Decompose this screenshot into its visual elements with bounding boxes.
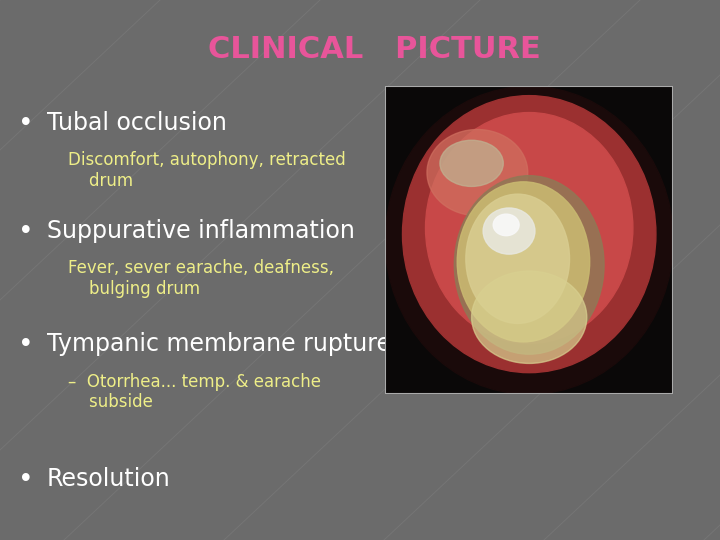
Ellipse shape <box>385 86 673 394</box>
Ellipse shape <box>440 140 503 186</box>
Text: •: • <box>18 332 34 358</box>
Text: •: • <box>18 219 34 245</box>
Ellipse shape <box>457 182 590 342</box>
Text: Suppurative inflammation: Suppurative inflammation <box>47 219 355 242</box>
Ellipse shape <box>493 214 519 235</box>
Ellipse shape <box>427 130 528 215</box>
Text: –  Otorrhea... temp. & earache
    subside: – Otorrhea... temp. & earache subside <box>68 373 321 411</box>
Text: Resolution: Resolution <box>47 467 171 491</box>
Ellipse shape <box>483 208 535 254</box>
Ellipse shape <box>472 271 587 363</box>
Ellipse shape <box>402 96 656 373</box>
Ellipse shape <box>426 112 633 343</box>
Text: Fever, sever earache, deafness,
    bulging drum: Fever, sever earache, deafness, bulging … <box>68 259 334 298</box>
Text: Tympanic membrane rupture: Tympanic membrane rupture <box>47 332 391 356</box>
Text: Discomfort, autophony, retracted
    drum: Discomfort, autophony, retracted drum <box>68 151 346 190</box>
Text: •: • <box>18 467 34 493</box>
Text: •: • <box>18 111 34 137</box>
Ellipse shape <box>466 194 570 323</box>
Text: Tubal occlusion: Tubal occlusion <box>47 111 227 134</box>
Ellipse shape <box>454 176 604 354</box>
Text: CLINICAL   PICTURE: CLINICAL PICTURE <box>208 35 541 64</box>
